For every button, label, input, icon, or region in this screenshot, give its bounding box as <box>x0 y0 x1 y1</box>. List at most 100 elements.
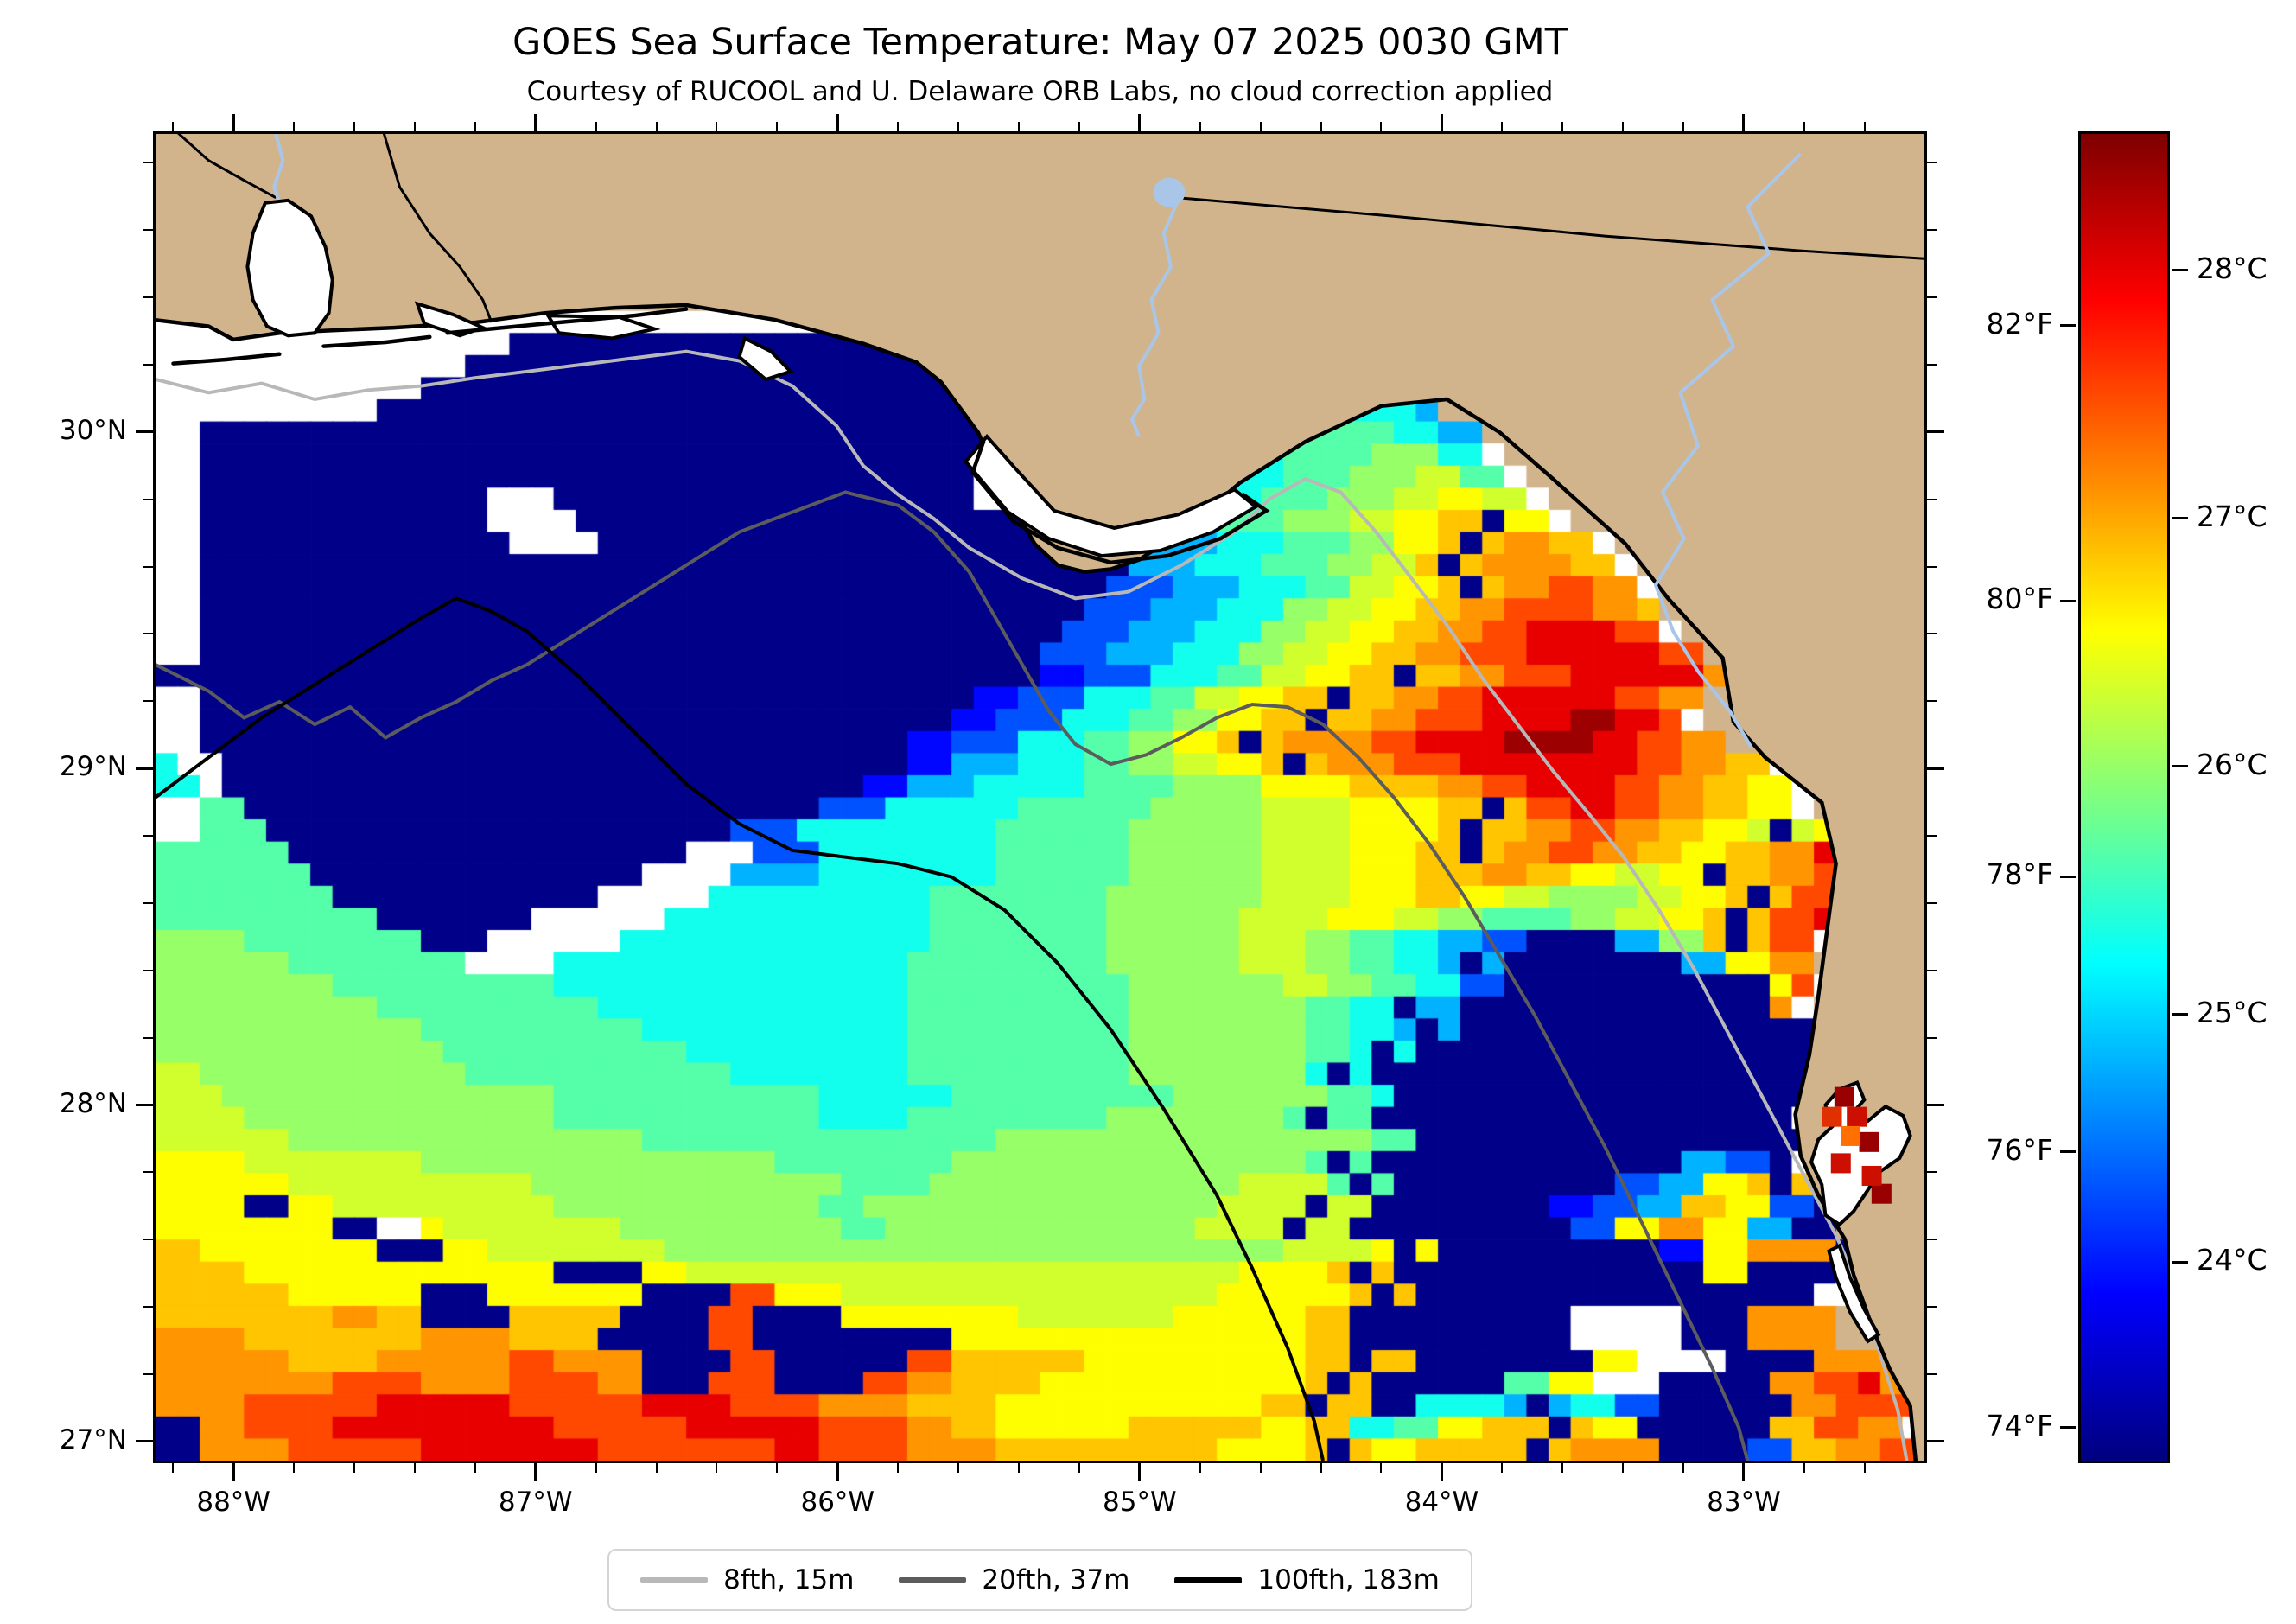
legend-item-8fth: 8fth, 15m <box>640 1564 854 1595</box>
x-axis-tick <box>1078 1463 1080 1473</box>
x-axis-tick <box>595 1463 597 1473</box>
x-axis-tick-top <box>474 122 476 131</box>
y-axis-tick <box>143 1306 153 1309</box>
colorbar-c-tick <box>2172 517 2188 520</box>
river-line <box>272 134 285 208</box>
x-axis-tick <box>1682 1463 1685 1473</box>
x-axis-tick <box>1380 1463 1383 1473</box>
y-axis-tick <box>143 1036 153 1039</box>
x-axis-tick-top <box>957 122 960 131</box>
x-axis-tick-top <box>1018 122 1021 131</box>
lake-shape <box>1153 177 1186 207</box>
x-axis-tick <box>1018 1463 1021 1473</box>
colorbar-gradient <box>2081 134 2167 1461</box>
bay-polygon <box>737 335 794 382</box>
x-axis-tick-top <box>1320 122 1322 131</box>
legend-item-20fth: 20fth, 37m <box>899 1564 1129 1595</box>
y-axis-tick-right <box>1927 1239 1937 1241</box>
y-axis-tick-right <box>1927 901 1937 904</box>
x-axis-tick <box>1320 1463 1322 1473</box>
colorbar-c-label: 28°C <box>2197 251 2267 285</box>
y-tick-label: 30°N <box>59 414 127 446</box>
y-axis-tick-right <box>1927 1104 1944 1106</box>
state-boundary-line <box>176 134 277 200</box>
y-axis-tick <box>143 565 153 568</box>
y-axis-tick-right <box>1927 1306 1937 1309</box>
y-tick-label: 28°N <box>59 1087 127 1119</box>
x-axis-tick <box>1440 1463 1443 1481</box>
x-tick-label: 84°W <box>1404 1487 1479 1518</box>
barrier-island-line <box>970 439 986 474</box>
colorbar-f-label: 76°F <box>1986 1132 2053 1167</box>
page-title: GOES Sea Surface Temperature: May 07 202… <box>512 21 1568 64</box>
y-axis-tick <box>136 1104 153 1106</box>
colorbar-c-label: 24°C <box>2197 1243 2267 1277</box>
colorbar-c-tick <box>2172 1260 2188 1264</box>
x-axis-tick-top <box>1078 122 1080 131</box>
colorbar-f-label: 80°F <box>1986 582 2053 616</box>
colorbar-f-label: 82°F <box>1986 306 2053 341</box>
x-axis-tick <box>957 1463 960 1473</box>
y-axis-tick <box>143 1171 153 1174</box>
bay-sst-pixel <box>1822 1106 1842 1127</box>
bay-sst-pixel <box>1841 1125 1861 1146</box>
colorbar-c-label: 26°C <box>2197 747 2267 781</box>
y-axis-tick-right <box>1927 835 1937 837</box>
x-axis-tick <box>353 1463 355 1473</box>
x-axis-tick-top <box>1803 122 1805 131</box>
y-axis-tick <box>143 498 153 500</box>
y-axis-tick <box>136 430 153 434</box>
y-axis-tick-right <box>1927 565 1937 568</box>
x-axis-tick-top <box>534 114 537 131</box>
state-boundary-line <box>382 134 493 323</box>
x-tick-label: 86°W <box>800 1487 875 1518</box>
colorbar-c-label: 25°C <box>2197 995 2267 1029</box>
x-axis-tick-top <box>1440 114 1443 131</box>
legend-label: 100fth, 183m <box>1257 1564 1440 1595</box>
x-axis-tick-top <box>716 122 718 131</box>
y-axis-tick-right <box>1927 1440 1944 1443</box>
page-subtitle: Courtesy of RUCOOL and U. Delaware ORB L… <box>526 76 1554 107</box>
x-axis-tick <box>716 1463 718 1473</box>
bay-sst-pixel <box>1859 1131 1879 1152</box>
x-axis-tick <box>232 1463 235 1481</box>
x-axis-tick-top <box>413 122 416 131</box>
x-axis-tick-top <box>293 122 296 131</box>
x-axis-tick <box>1259 1463 1262 1473</box>
x-axis-tick-top <box>595 122 597 131</box>
x-axis-tick <box>1199 1463 1201 1473</box>
x-axis-tick-top <box>776 122 779 131</box>
colorbar-f-tick <box>2060 875 2076 878</box>
y-axis-tick-right <box>1927 1171 1937 1174</box>
legend-line-20fth-icon <box>899 1577 967 1583</box>
x-axis-tick-top <box>172 122 175 131</box>
legend-label: 20fth, 37m <box>982 1564 1130 1595</box>
x-axis-tick <box>1622 1463 1625 1473</box>
y-axis-tick <box>143 835 153 837</box>
legend-wrap: 8fth, 15m 20fth, 37m 100fth, 183m <box>156 1549 1924 1611</box>
x-axis-tick <box>1138 1463 1142 1481</box>
colorbar-f-tick <box>2060 1426 2076 1430</box>
x-axis-tick-top <box>1682 122 1685 131</box>
bay-sst-pixel <box>1861 1165 1882 1186</box>
y-axis-tick-right <box>1927 296 1937 299</box>
y-axis-tick <box>143 229 153 232</box>
y-axis-tick <box>143 901 153 904</box>
x-axis-tick-top <box>1380 122 1383 131</box>
barrier-island-line <box>321 334 432 348</box>
legend-label: 8fth, 15m <box>723 1564 855 1595</box>
y-axis-tick-right <box>1927 229 1937 232</box>
colorbar-f-tick <box>2060 324 2076 328</box>
y-axis-tick-right <box>1927 969 1937 971</box>
bay-sst-pixel <box>1847 1106 1867 1127</box>
y-axis-tick <box>143 162 153 164</box>
bay-polygon <box>245 198 334 338</box>
land-polygon <box>156 134 1924 1461</box>
y-axis-tick <box>136 1440 153 1443</box>
x-axis-tick-top <box>1742 114 1746 131</box>
sst-map <box>153 131 1927 1463</box>
y-axis-tick-right <box>1927 162 1937 164</box>
colorbar-c-tick <box>2172 269 2188 272</box>
state-boundary-line <box>1178 196 1924 260</box>
y-axis-tick-right <box>1927 430 1944 434</box>
